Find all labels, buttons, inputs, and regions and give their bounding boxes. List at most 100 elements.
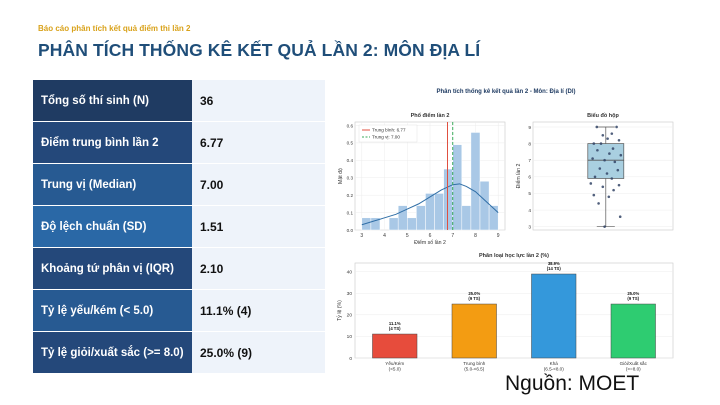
stat-value: 11.1% (4) <box>192 290 325 331</box>
boxplot-point <box>613 160 617 164</box>
boxplot-point <box>605 172 609 175</box>
histogram-ytick-label: 0.5 <box>347 141 354 146</box>
histogram-xtick-label: 9 <box>497 233 500 239</box>
boxplot-point <box>608 152 611 155</box>
classification-ytick-label: 40 <box>347 269 353 275</box>
stat-label: Điểm trung bình lần 2 <box>33 122 192 163</box>
boxplot-point <box>603 225 606 228</box>
classification-category-label: Yếu/Kém <box>385 361 404 366</box>
boxplot-point <box>606 137 609 140</box>
boxplot-point <box>610 177 614 180</box>
histogram-xlabel: Điểm số lần 2 <box>414 239 446 246</box>
histogram-ytick-label: 0.0 <box>347 228 354 233</box>
stat-label: Tổng số thí sinh (N) <box>33 80 192 121</box>
stat-label: Tỷ lệ yếu/kém (< 5.0) <box>33 290 192 331</box>
stat-row: Điểm trung bình lần 2 6.77 <box>33 122 325 163</box>
histogram-legend-label: Trung vị: 7.00 <box>372 135 400 140</box>
classification-category-label: (5.0-<6.5) <box>464 367 485 372</box>
histogram-ytick-label: 0.2 <box>347 193 354 198</box>
boxplot-ytick-label: 3 <box>528 224 531 230</box>
analysis-figure: Phân tích thống kê kết quả lần 2 - Môn: … <box>333 80 679 380</box>
boxplot-point <box>619 153 623 157</box>
stat-row: Khoảng tứ phân vị (IQR) 2.10 <box>33 248 325 289</box>
histogram-bar <box>443 168 453 231</box>
histogram-xtick-label: 6 <box>429 233 432 239</box>
histogram-xtick-label: 3 <box>360 233 363 239</box>
boxplot-box <box>587 143 625 179</box>
boxplot-point <box>591 157 594 160</box>
stat-value: 6.77 <box>192 122 325 163</box>
histogram-xtick-label: 8 <box>474 233 477 239</box>
boxplot-ylabel: Điểm lần 2 <box>515 163 522 188</box>
histogram-bar <box>479 180 490 231</box>
classification-bar <box>610 303 656 359</box>
classification-title: Phân loại học lực lần 2 (%) <box>479 253 549 259</box>
histogram-ytick-label: 0.4 <box>347 158 354 163</box>
histogram-legend <box>358 124 418 143</box>
boxplot-point <box>618 215 622 219</box>
classification-value-label: (4 TS) <box>389 326 401 331</box>
boxplot-ytick-label: 8 <box>528 141 531 147</box>
classification-value-label: 11.1% <box>389 321 401 326</box>
classification-value-label: 25.0% <box>627 291 639 296</box>
histogram-bar <box>434 193 444 231</box>
classification-bar <box>531 273 577 359</box>
boxplot-ytick-label: 7 <box>528 158 531 164</box>
histogram-bar <box>416 205 426 231</box>
figure-suptitle: Phân tích thống kê kết quả lần 2 - Môn: … <box>436 88 575 95</box>
classification-value-label: (9 TS) <box>627 296 639 301</box>
classification-category-label: (<5.0) <box>389 367 402 372</box>
classification-category-label: (6.5-<8.0) <box>544 367 565 372</box>
histogram-kde-line <box>361 183 499 226</box>
boxplot-point <box>601 133 605 137</box>
classification-category-label: (>=8.0) <box>626 367 641 372</box>
stat-value: 36 <box>192 80 325 121</box>
boxplot-title: Biểu đồ hộp <box>587 112 619 119</box>
classification-bar <box>451 303 497 359</box>
page-title: PHÂN TÍCH THỐNG KÊ KẾT QUẢ LẦN 2: MÔN ĐỊ… <box>38 40 481 60</box>
histogram-ytick-label: 0.1 <box>347 210 354 215</box>
classification-category-label: Trung bình <box>463 361 485 366</box>
histogram-bar <box>407 217 417 231</box>
classification-value-label: (14 TS) <box>547 266 562 271</box>
boxplot-point <box>597 202 600 205</box>
boxplot-point <box>610 132 614 135</box>
classification-ytick-label: 30 <box>347 291 353 297</box>
boxplot-point <box>601 185 605 189</box>
stats-table: Tổng số thí sinh (N) 36 Điểm trung bình … <box>33 80 325 374</box>
boxplot-point <box>598 167 602 170</box>
stat-row: Tổng số thí sinh (N) 36 <box>33 80 325 121</box>
classification-value-label: (9 TS) <box>468 296 480 301</box>
stat-label: Trung vị (Median) <box>33 164 192 205</box>
classification-ylabel: Tỷ lệ (%) <box>336 300 343 321</box>
boxplot-point <box>611 147 615 150</box>
stat-value: 25.0% (9) <box>192 332 325 373</box>
stat-value: 2.10 <box>192 248 325 289</box>
boxplot-point <box>617 183 621 187</box>
classification-ytick-label: 0 <box>349 356 352 362</box>
source-note: Nguồn: MOET <box>505 372 640 395</box>
histogram-xtick-label: 5 <box>406 233 409 239</box>
stat-value: 1.51 <box>192 206 325 247</box>
boxplot-point <box>589 182 593 185</box>
boxplot-point <box>592 193 596 197</box>
histogram-bar <box>370 217 381 231</box>
classification-value-label: 25.0% <box>468 291 480 296</box>
boxplot-ytick-label: 5 <box>528 191 531 197</box>
histogram-bar <box>488 205 499 231</box>
boxplot-point <box>612 188 615 192</box>
stat-row: Tỷ lệ giỏi/xuất sắc (>= 8.0) 25.0% (9) <box>33 332 325 373</box>
stat-value: 7.00 <box>192 164 325 205</box>
histogram-title: Phổ điểm lần 2 <box>411 112 450 119</box>
boxplot-point <box>593 175 597 179</box>
classification-ytick-label: 10 <box>347 334 353 340</box>
stat-label: Khoảng tứ phân vị (IQR) <box>33 248 192 289</box>
classification-value-label: 38.9% <box>548 261 560 266</box>
histogram-ylabel: Mật độ <box>338 168 344 184</box>
stat-label: Tỷ lệ giỏi/xuất sắc (>= 8.0) <box>33 332 192 373</box>
histogram-ytick-label: 0.3 <box>347 176 354 181</box>
figure-canvas: Phân tích thống kê kết quả lần 2 - Môn: … <box>336 88 674 372</box>
boxplot-point <box>592 142 596 145</box>
boxplot-point <box>615 125 618 129</box>
classification-bar <box>372 333 418 359</box>
